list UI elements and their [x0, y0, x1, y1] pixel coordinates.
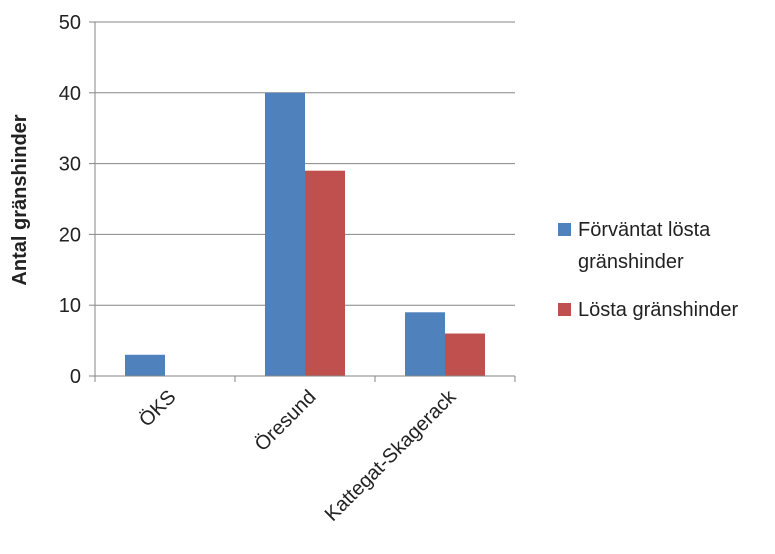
- x-tick-label: Öresund: [251, 386, 321, 456]
- x-tick-labels: ÖKS Öresund Kattegat-Skagerack: [135, 385, 461, 525]
- y-tick-label: 20: [59, 224, 81, 246]
- y-tick-label: 0: [70, 366, 81, 388]
- legend-label: Lösta gränshinder: [578, 299, 738, 321]
- legend: Förväntat lösta gränshinder Lösta gränshin…: [558, 219, 738, 321]
- x-tick-label: ÖKS: [135, 386, 180, 431]
- bar: [265, 92, 305, 377]
- bars: [125, 92, 485, 377]
- legend-label: gränshinder: [578, 251, 684, 273]
- bar: [125, 354, 165, 376]
- y-tick-label: 50: [59, 12, 81, 34]
- y-tick-label: 10: [59, 295, 81, 317]
- bar: [305, 170, 345, 376]
- bar: [445, 333, 485, 376]
- legend-label: Förväntat lösta: [578, 219, 711, 241]
- axes: [89, 21, 516, 382]
- x-tick-label: Kattegat-Skagerack: [321, 385, 461, 525]
- legend-swatch: [558, 303, 571, 316]
- y-tick-label: 40: [59, 83, 81, 105]
- y-tick-label: 30: [59, 154, 81, 176]
- bar: [405, 312, 445, 376]
- y-axis-label: Antal gränshinder: [9, 114, 31, 285]
- legend-swatch: [558, 223, 571, 236]
- y-tick-labels: 0 10 20 30 40 50: [59, 12, 81, 388]
